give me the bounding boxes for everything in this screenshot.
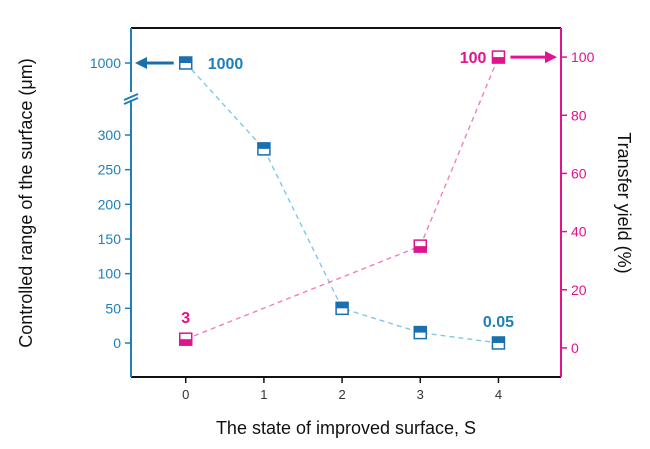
right-y-tick-label: 60 [571,165,587,181]
left-y-tick-label: 150 [98,231,122,247]
left-y-tick-label: 1000 [90,55,121,71]
x-tick-label: 4 [495,387,502,402]
data-point-marker [178,332,193,346]
axis-break-marker [123,92,139,105]
x-tick-label: 0 [182,387,189,402]
plot-area [131,28,561,377]
left-y-tick-label: 200 [98,196,122,212]
marker-fill-top [179,57,192,63]
right-y-tick-label: 40 [571,224,587,240]
marker-fill-top [414,326,427,333]
data-label: 100 [460,50,487,67]
x-tick-label: 2 [338,387,345,402]
left-y-tick-label: 300 [98,127,122,143]
marker-fill-top [336,302,349,309]
arrow-head-icon [135,57,147,69]
left-y-axis-label: Controlled range of the surface (μm) [16,58,36,348]
data-point-marker [413,239,428,253]
data-label: 1000 [208,56,244,73]
arrow-head-icon [545,51,557,64]
right-y-tick-label: 0 [571,340,579,356]
marker-fill-bottom [179,339,192,346]
right-y-tick-label: 80 [571,107,587,123]
data-point-marker [491,336,506,350]
data-point-marker [178,56,193,70]
right-y-tick-label: 20 [571,282,587,298]
right-y-tick-label: 100 [571,49,595,65]
data-point-marker [257,142,271,156]
x-tick-label: 1 [260,387,267,402]
data-point-marker [335,301,349,316]
right-y-axis-label: Transfer yield (%) [614,132,634,273]
x-tick-label: 3 [417,387,424,402]
marker-fill-bottom [492,57,505,64]
left-y-tick-label: 50 [105,300,121,316]
data-label: 0.05 [483,314,514,331]
data-label: 3 [181,310,190,327]
left-y-tick-label: 0 [113,335,121,351]
left-y-tick-label: 250 [98,162,122,178]
marker-fill-bottom [414,246,427,253]
marker-fill-top [492,336,505,343]
data-point-marker [413,325,428,340]
data-point-marker [491,50,506,64]
x-axis-label: The state of improved surface, S [216,418,476,438]
marker-fill-top [257,142,270,149]
left-y-tick-label: 100 [98,266,122,282]
